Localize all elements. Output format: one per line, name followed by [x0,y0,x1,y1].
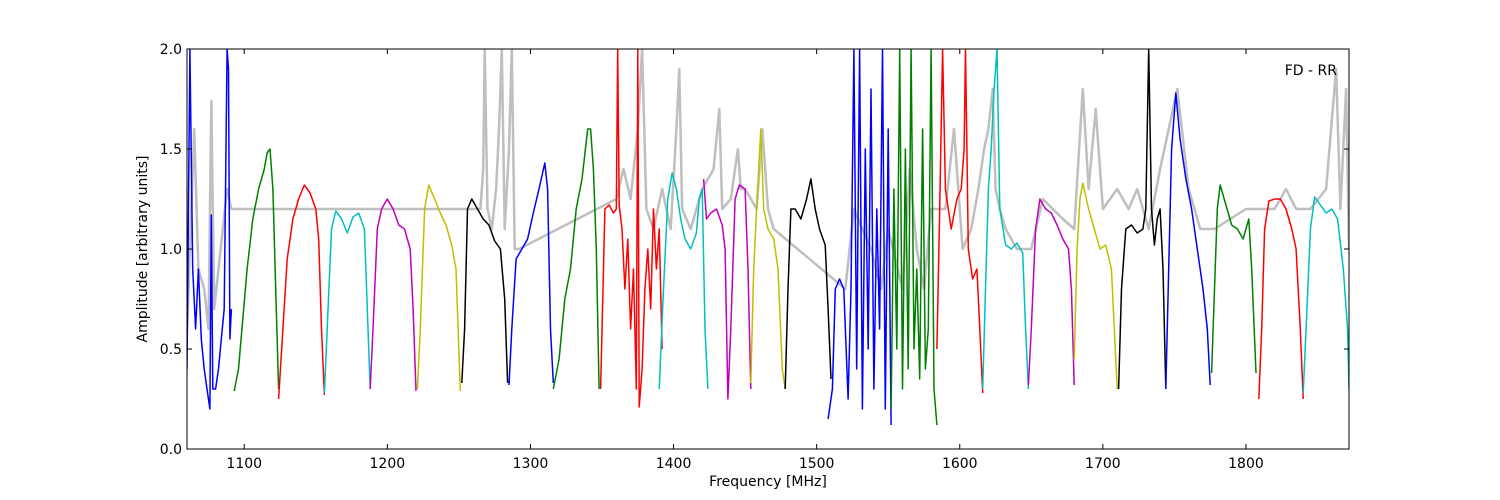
x-tick-label: 1600 [942,456,978,472]
x-tick-label: 1100 [226,456,262,472]
tick-layer: 1100 1200 1300 1400 1500 1600 1700 1800 0.0 0.5 1.… [160,42,1349,472]
series-line-23 [1210,184,1257,374]
y-tick-label: 1.0 [160,242,182,258]
chart-annotation: FD - RR [1285,63,1338,79]
series-line-21 [1117,49,1167,390]
series-line-18 [981,49,1030,390]
series-line-3 [277,184,326,400]
y-tick-label: 0.5 [160,342,182,358]
series-line-2 [233,148,280,392]
y-tick-label: 1.5 [160,142,182,158]
series-line-1 [187,49,233,410]
x-tick-label: 1300 [513,456,549,472]
x-tick-label: 1700 [1085,456,1121,472]
series-layer [187,49,1349,426]
series-line-6 [416,184,462,392]
x-axis-label: Frequency [MHz] [709,474,827,490]
y-axis-label: Amplitude [arbitrary units] [135,156,151,343]
series-line-13 [750,128,786,390]
series-line-22 [1165,92,1211,390]
series-line-17 [936,49,984,394]
series-line-8 [508,162,555,386]
series-line-12 [702,178,752,400]
series-line-11 [658,172,709,390]
series-line-14 [784,178,832,390]
series-line-15 [827,49,892,426]
series-line-5 [369,198,417,392]
series-line-9 [552,128,600,390]
y-tick-label: 0.0 [160,442,182,458]
y-tick-label: 2.0 [160,42,182,58]
x-tick-label: 1400 [656,456,692,472]
series-line-24 [1258,198,1304,400]
series-line-10 [599,49,663,408]
series-line-16 [890,49,938,426]
series-line-19 [1027,198,1075,386]
series-line-4 [323,210,371,394]
series-line-25 [1302,196,1349,394]
series-line-background [187,49,1349,331]
x-tick-label: 1800 [1228,456,1264,472]
series-line-7 [461,198,509,384]
x-tick-label: 1200 [370,456,406,472]
series-line-20 [1073,182,1118,390]
x-tick-label: 1500 [799,456,835,472]
